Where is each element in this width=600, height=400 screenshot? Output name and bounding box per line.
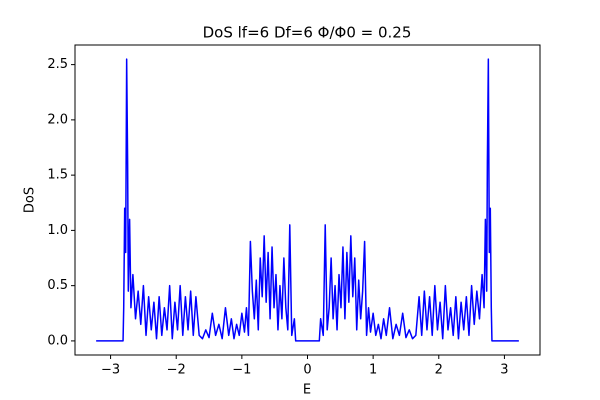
plot-frame	[74, 44, 541, 356]
x-axis-label: E	[303, 383, 311, 398]
y-tick-label: 0.0	[47, 333, 68, 348]
chart-title: DoS lf=6 Df=6 Φ/Φ0 = 0.25	[203, 24, 412, 42]
x-tick-label: −2	[167, 363, 186, 378]
y-tick-label: 0.5	[47, 278, 68, 293]
x-tick-label: 3	[500, 363, 508, 378]
x-tick-label: 0	[303, 363, 311, 378]
x-tick-label: 2	[435, 363, 443, 378]
x-tick-label: −1	[232, 363, 251, 378]
line	[96, 58, 519, 342]
x-tick-label: −3	[101, 363, 120, 378]
x-tick-label: 1	[369, 363, 377, 378]
y-axis-label: DoS	[23, 187, 38, 213]
y-tick-label: 2.5	[47, 57, 68, 72]
y-tick-label: 1.0	[47, 223, 68, 238]
y-tick-label: 2.0	[47, 112, 68, 127]
y-tick-label: 1.5	[47, 168, 68, 183]
